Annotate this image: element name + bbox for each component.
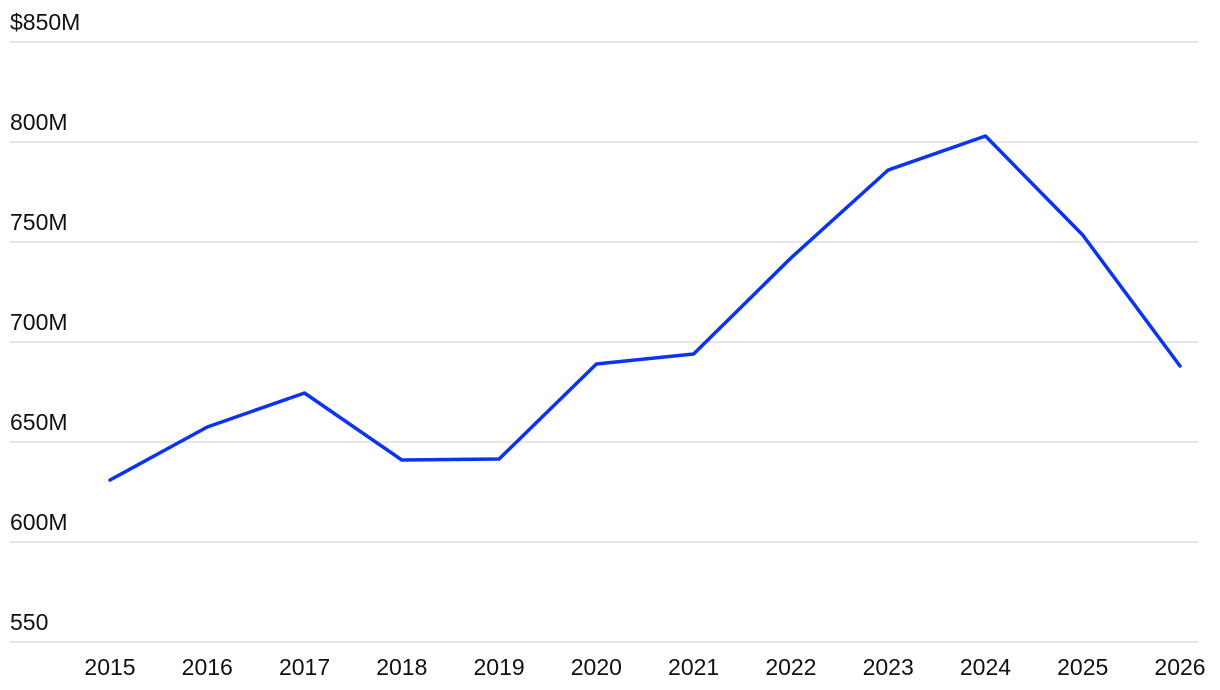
x-tick-label: 2019 <box>474 654 525 680</box>
y-tick-label: 750M <box>10 209 68 235</box>
y-tick-label: 650M <box>10 409 68 435</box>
y-tick-label: 550 <box>10 609 48 635</box>
x-tick-label: 2026 <box>1154 654 1205 680</box>
x-tick-label: 2023 <box>863 654 914 680</box>
x-tick-label: 2016 <box>182 654 233 680</box>
x-tick-label: 2020 <box>571 654 622 680</box>
y-tick-label: 800M <box>10 109 68 135</box>
x-tick-label: 2025 <box>1057 654 1108 680</box>
y-tick-label: $850M <box>10 9 80 35</box>
x-tick-label: 2021 <box>668 654 719 680</box>
x-tick-label: 2022 <box>765 654 816 680</box>
x-tick-label: 2017 <box>279 654 330 680</box>
x-tick-label: 2018 <box>376 654 427 680</box>
line <box>108 134 1182 482</box>
x-tick-label: 2024 <box>960 654 1011 680</box>
y-tick-label: 600M <box>10 509 68 535</box>
y-tick-label: 700M <box>10 309 68 335</box>
x-tick-label: 2015 <box>84 654 135 680</box>
